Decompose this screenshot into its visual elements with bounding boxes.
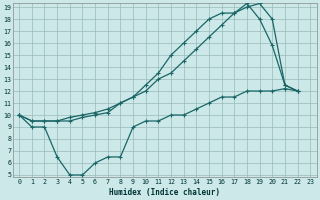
X-axis label: Humidex (Indice chaleur): Humidex (Indice chaleur) xyxy=(109,188,220,197)
